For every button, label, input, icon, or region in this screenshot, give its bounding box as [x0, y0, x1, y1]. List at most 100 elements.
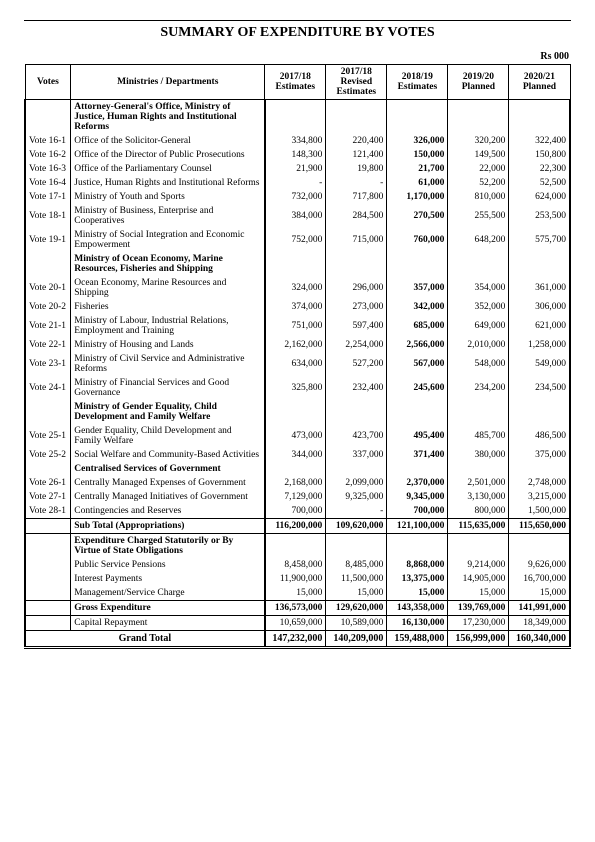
value-cell: 2,748,000 — [509, 476, 570, 490]
vote-cell: Vote 16-1 — [25, 134, 71, 148]
value-cell — [509, 534, 570, 559]
value-cell: 361,000 — [509, 276, 570, 300]
value-cell — [326, 100, 387, 135]
value-cell — [326, 252, 387, 276]
value-cell: 9,325,000 — [326, 490, 387, 504]
value-cell: 352,000 — [448, 300, 509, 314]
value-cell: 752,000 — [265, 228, 326, 252]
value-cell: 322,400 — [509, 134, 570, 148]
value-cell: 10,659,000 — [265, 616, 326, 631]
subtotal-label: Sub Total (Appropriations) — [71, 519, 265, 534]
value-cell: 21,900 — [265, 162, 326, 176]
vote-cell: Vote 22-1 — [25, 338, 71, 352]
value-cell: 337,000 — [326, 448, 387, 462]
value-cell: 115,635,000 — [448, 519, 509, 534]
section-header: Ministry of Ocean Economy, Marine Resour… — [71, 252, 265, 276]
value-cell: 11,900,000 — [265, 572, 326, 586]
value-cell: 649,000 — [448, 314, 509, 338]
value-cell — [387, 100, 448, 135]
value-cell: 375,000 — [509, 448, 570, 462]
value-cell: 150,000 — [387, 148, 448, 162]
value-cell: 21,700 — [387, 162, 448, 176]
value-cell: 306,000 — [509, 300, 570, 314]
value-cell: 9,214,000 — [448, 558, 509, 572]
ministry-name: Centrally Managed Expenses of Government — [71, 476, 265, 490]
value-cell: 121,400 — [326, 148, 387, 162]
ministry-name: Office of the Director of Public Prosecu… — [71, 148, 265, 162]
vote-cell — [25, 558, 71, 572]
expenditure-table: Votes Ministries / Departments 2017/18 E… — [24, 64, 571, 649]
value-cell: 19,800 — [326, 162, 387, 176]
ministry-name: Ministry of Youth and Sports — [71, 190, 265, 204]
vote-cell: Vote 23-1 — [25, 352, 71, 376]
grand-total-label: Grand Total — [25, 631, 265, 648]
value-cell: 8,868,000 — [387, 558, 448, 572]
value-cell — [387, 400, 448, 424]
value-cell: 52,200 — [448, 176, 509, 190]
value-cell: 9,626,000 — [509, 558, 570, 572]
value-cell — [387, 534, 448, 559]
ministry-name: Ministry of Labour, Industrial Relations… — [71, 314, 265, 338]
value-cell: 234,200 — [448, 376, 509, 400]
ministry-name: Ministry of Social Integration and Econo… — [71, 228, 265, 252]
value-cell: 354,000 — [448, 276, 509, 300]
value-cell: 634,000 — [265, 352, 326, 376]
value-cell: 495,400 — [387, 424, 448, 448]
top-rule — [24, 20, 571, 21]
page-title: SUMMARY OF EXPENDITURE BY VOTES — [24, 25, 571, 41]
header-col4: 2019/20 Planned — [448, 65, 509, 100]
value-cell: 2,162,000 — [265, 338, 326, 352]
value-cell: 700,000 — [387, 504, 448, 519]
value-cell — [265, 100, 326, 135]
header-ministries: Ministries / Departments — [71, 65, 265, 100]
header-votes: Votes — [25, 65, 71, 100]
value-cell: 150,800 — [509, 148, 570, 162]
value-cell: 15,000 — [326, 586, 387, 601]
value-cell: 549,000 — [509, 352, 570, 376]
value-cell: 371,400 — [387, 448, 448, 462]
section-header: Ministry of Gender Equality, Child Devel… — [71, 400, 265, 424]
ministry-name: Gender Equality, Child Development and F… — [71, 424, 265, 448]
value-cell: 357,000 — [387, 276, 448, 300]
value-cell — [326, 534, 387, 559]
value-cell: 109,620,000 — [326, 519, 387, 534]
ministry-name: Office of the Parliamentary Counsel — [71, 162, 265, 176]
value-cell: 597,400 — [326, 314, 387, 338]
value-cell: 15,000 — [265, 586, 326, 601]
value-cell: 2,370,000 — [387, 476, 448, 490]
statutory-header: Expenditure Charged Statutorily or By Vi… — [71, 534, 265, 559]
value-cell: 624,000 — [509, 190, 570, 204]
value-cell — [387, 462, 448, 476]
value-cell — [448, 534, 509, 559]
vote-cell: Vote 18-1 — [25, 204, 71, 228]
vote-cell — [25, 534, 71, 559]
statutory-item: Management/Service Charge — [71, 586, 265, 601]
value-cell: 18,349,000 — [509, 616, 570, 631]
value-cell: 270,500 — [387, 204, 448, 228]
value-cell: 15,000 — [387, 586, 448, 601]
vote-cell: Vote 26-1 — [25, 476, 71, 490]
header-col3: 2018/19 Estimates — [387, 65, 448, 100]
value-cell — [387, 252, 448, 276]
grand-value: 156,999,000 — [448, 631, 509, 648]
value-cell — [448, 462, 509, 476]
value-cell: 284,500 — [326, 204, 387, 228]
value-cell: 8,458,000 — [265, 558, 326, 572]
value-cell: 334,800 — [265, 134, 326, 148]
value-cell: 148,300 — [265, 148, 326, 162]
header-col5: 2020/21 Planned — [509, 65, 570, 100]
value-cell: 253,500 — [509, 204, 570, 228]
value-cell: 22,000 — [448, 162, 509, 176]
value-cell: 273,000 — [326, 300, 387, 314]
vote-cell — [25, 462, 71, 476]
vote-cell: Vote 25-2 — [25, 448, 71, 462]
value-cell: 751,000 — [265, 314, 326, 338]
ministry-name: Fisheries — [71, 300, 265, 314]
value-cell: 700,000 — [265, 504, 326, 519]
vote-cell — [25, 586, 71, 601]
statutory-item: Interest Payments — [71, 572, 265, 586]
grand-value: 159,488,000 — [387, 631, 448, 648]
value-cell: 374,000 — [265, 300, 326, 314]
value-cell: 2,254,000 — [326, 338, 387, 352]
vote-cell: Vote 16-4 — [25, 176, 71, 190]
